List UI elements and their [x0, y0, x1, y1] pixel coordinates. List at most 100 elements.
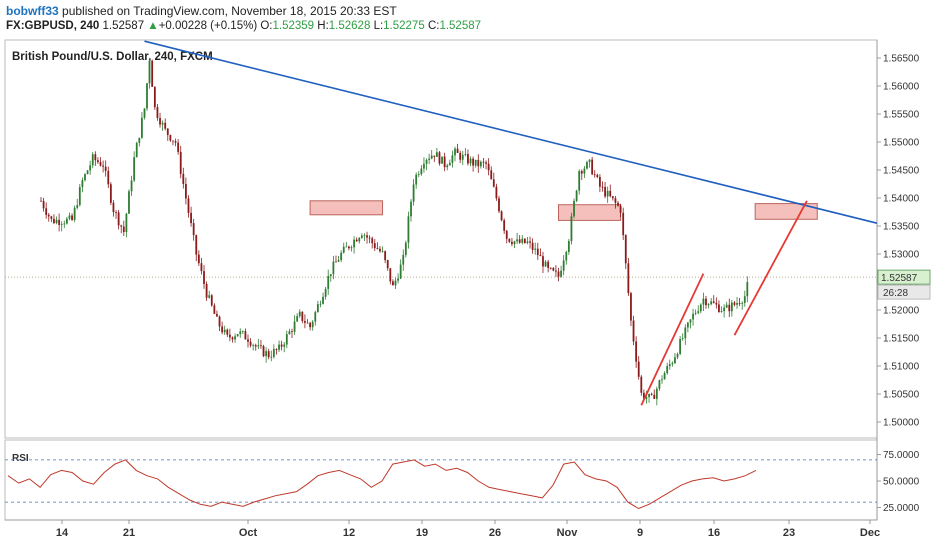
candle-body [661, 379, 663, 381]
candle-body [322, 296, 324, 304]
last-price-tag: 1.52587 [877, 269, 931, 285]
candle-body [534, 248, 537, 250]
candle-body [539, 255, 542, 257]
date-tick-label: 21 [123, 527, 135, 539]
candle-body [122, 226, 125, 233]
candle-body [125, 213, 128, 233]
candle-body [712, 301, 715, 303]
candle-body [730, 302, 733, 312]
price-tick-label: 1.53000 [883, 250, 920, 261]
candle-body [226, 329, 229, 335]
candle-body [526, 241, 529, 243]
candle-body [710, 301, 713, 305]
red-trend-line [733, 200, 808, 336]
candle-body [404, 242, 407, 255]
candle-body [340, 252, 343, 261]
candle-body [423, 163, 425, 169]
candle-body [358, 237, 361, 242]
candle-body [247, 339, 249, 342]
main-pane-frame [4, 39, 878, 439]
candle-body [275, 349, 278, 350]
candle-body [55, 219, 58, 224]
candle-body [373, 243, 376, 249]
candle-body [707, 304, 710, 306]
candle-body [549, 267, 552, 269]
candle-body [366, 235, 368, 238]
price-axis-ticks: 1.50000 1.50500 1.51000 1.51500 1.52000 1.525… [877, 54, 920, 429]
publisher-line: bobwff33 published on TradingView.com, N… [6, 4, 397, 18]
price-tick-label: 1.51000 [883, 362, 920, 373]
candle-body [291, 331, 293, 333]
candle-body [337, 260, 340, 262]
candle-body [718, 304, 720, 312]
candle-body [65, 218, 68, 224]
candle-body [63, 223, 66, 225]
candle-body [420, 168, 423, 175]
candle-body [306, 322, 309, 324]
change-up-icon: ▲ [147, 20, 159, 32]
candle-body [511, 241, 513, 245]
candle-body [430, 155, 433, 159]
candle-body [257, 345, 260, 347]
candle-body [565, 252, 568, 261]
candle-body [397, 278, 399, 281]
trend-lines[interactable] [144, 40, 878, 406]
candle-body [611, 196, 614, 199]
candle-body [415, 174, 418, 185]
candle-body [446, 165, 449, 168]
candle-body [50, 216, 53, 219]
candle-body [567, 241, 570, 253]
candle-body [94, 154, 97, 161]
candle-body [210, 295, 213, 306]
publish-info: published on TradingView.com, November 1… [62, 4, 397, 18]
candle-body [148, 60, 151, 84]
candle-body [591, 159, 594, 175]
candle-body [231, 337, 234, 340]
candle-body [350, 247, 353, 249]
candle-body [164, 122, 167, 129]
candle-body [733, 302, 736, 305]
open-label: O: [260, 20, 273, 32]
publisher-username[interactable]: bobwff33 [6, 4, 59, 18]
countdown-label: 26:28 [883, 288, 908, 299]
candle-body [627, 263, 630, 294]
candle-body [679, 338, 682, 354]
candle-body [490, 170, 493, 180]
candle-body [117, 212, 120, 226]
candle-body [586, 162, 588, 169]
candle-body [692, 313, 694, 320]
candle-body [342, 246, 345, 253]
candle-body [112, 202, 115, 213]
candle-body [293, 321, 296, 332]
date-tick-label: 14 [56, 527, 69, 539]
candle-body [531, 242, 534, 250]
candle-body [301, 311, 304, 321]
candle-body [601, 186, 604, 188]
resistance-zone [309, 200, 384, 216]
candle-body [521, 238, 524, 243]
candle-body [109, 184, 112, 203]
candle-body [265, 351, 268, 357]
candle-body [474, 159, 477, 166]
candle-body [451, 155, 454, 163]
candle-body [609, 190, 612, 197]
rsi-title: RSI [12, 453, 29, 464]
candle-body [115, 212, 117, 213]
candle-body [399, 264, 402, 279]
resistance-zones[interactable] [309, 200, 818, 221]
candle-body [410, 201, 412, 217]
candle-body [120, 225, 123, 227]
candle-body [179, 151, 182, 174]
candle-body [614, 198, 617, 203]
candle-body [417, 174, 420, 175]
candle-body [278, 344, 280, 350]
candle-body [557, 271, 560, 277]
open-value: 1.52359 [272, 20, 315, 32]
candle-body [285, 334, 288, 345]
rsi-tick-label: 50.0000 [883, 477, 920, 488]
price-tick-label: 1.51500 [883, 334, 920, 345]
date-tick-label: 9 [637, 527, 643, 539]
candle-body [640, 376, 643, 393]
price-tick-label: 1.55000 [883, 138, 920, 149]
